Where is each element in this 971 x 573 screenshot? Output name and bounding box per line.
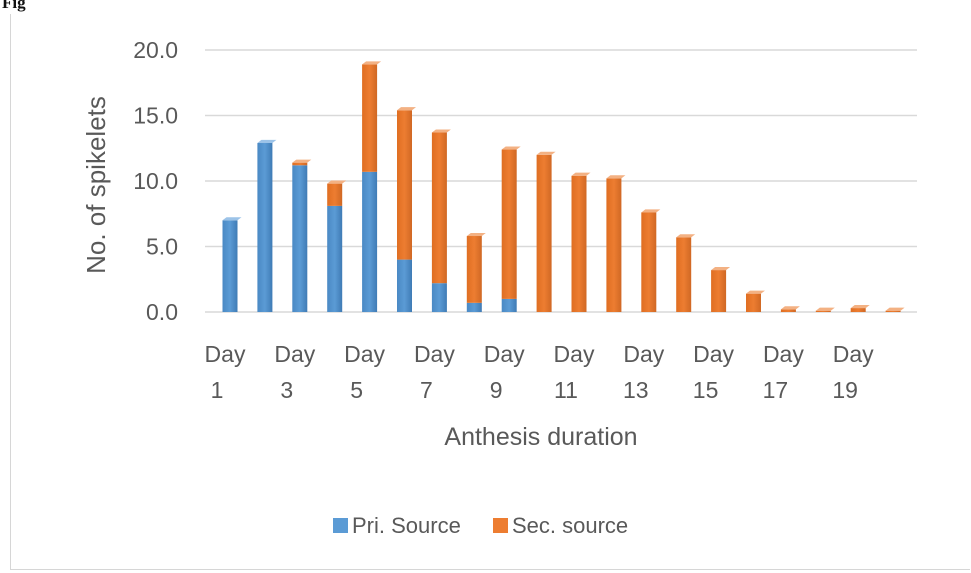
bar-segment-sec-source [466,236,482,303]
x-tick-label: Day [414,341,455,367]
bar-segment-pri-source [292,165,308,312]
legend-item-sec-source-label: Sec. source [512,513,628,538]
bar-segment-pri-source [257,143,273,312]
x-tick-label: Day [693,341,734,367]
bar-segment-sec-source [815,310,831,312]
bar-top [536,151,556,155]
x-tick-label: Day [344,341,385,367]
x-tick-label: 15 [693,377,719,403]
x-tick-label: 11 [554,377,578,403]
bar-top [746,290,765,294]
bar-top [885,307,905,311]
y-tick-label: 15.0 [133,103,178,129]
bar-segment-sec-source [501,149,517,299]
bar-segment-sec-source [676,237,692,312]
bar-segment-sec-source [885,310,901,312]
x-tick-label: Day [554,341,595,367]
bar-segment-pri-source [397,259,412,312]
bar-segment-sec-source [746,293,761,312]
bar-top [571,172,591,176]
legend-item-sec-source-swatch [493,518,508,533]
bar-segment-sec-source [362,64,378,172]
x-axis-ticks: Day 1 Day 3 Day 5 Day 7 Day 9 Day 11 Day 13 Day 15 Day 17… [205,341,875,403]
x-tick-label: 9 [490,377,503,403]
bar-segment-sec-source [850,308,866,312]
figure-caption-text: Fig [2,0,26,12]
bar-top [711,267,731,271]
x-tick-label: Day [205,341,246,367]
x-tick-label: Day [763,341,804,367]
x-tick-label: 19 [832,377,858,403]
x-tick-label: Day [274,341,315,367]
bar-top [466,232,486,237]
bar-segment-pri-source [362,171,378,312]
bar-segment-sec-source [606,178,622,312]
y-tick-label: 10.0 [133,168,178,194]
chart-frame [10,14,970,570]
x-tick-label: Day [623,341,664,367]
bar-segment-pri-source [466,302,482,312]
x-tick-label: 7 [420,377,433,403]
y-axis-label: No. of spikelets [81,96,111,274]
bar-segment-sec-source [641,212,657,312]
legend-item-pri-source-label: Pri. Source [352,513,461,538]
x-tick-label: Day [484,341,525,367]
bar-segment-sec-source [292,162,308,166]
x-tick-label: Day [833,341,874,367]
grid-lines [205,49,917,313]
bar-segment-pri-source [431,283,447,312]
bar-top [606,175,626,179]
bar-top [501,146,521,150]
bar-segment-sec-source [711,270,727,312]
bar-segment-sec-source [536,154,552,312]
bar-segment-pri-source [501,298,517,312]
bar-top [815,307,835,311]
y-axis-ticks: 0.0 5.0 10.0 15.0 20.0 [133,37,178,325]
bar-top [850,304,870,309]
bar-top [292,159,312,163]
x-axis-label: Anthesis duration [444,423,637,451]
x-tick-label: 5 [350,377,363,403]
bar-segment-sec-source [431,132,447,284]
y-tick-label: 20.0 [133,37,178,63]
legend-item-pri-source-swatch [333,518,348,533]
bar-segment-sec-source [780,309,796,312]
bar-top [257,139,277,144]
figure-caption: Fig [0,0,971,14]
bar-top [676,234,696,238]
bar-segment-sec-source [571,175,587,312]
bar-top [362,61,382,65]
x-tick-label: 13 [623,377,649,403]
x-tick-label: 17 [763,377,789,403]
x-tick-label: 3 [280,377,293,403]
y-tick-label: 0.0 [146,299,178,325]
bar-segment-sec-source [327,183,343,206]
legend: Pri. Source Sec. source [333,513,628,538]
bars [222,61,905,312]
bar-segment-sec-source [397,110,412,260]
bar-top [431,129,451,133]
bar-top [780,306,800,310]
bar-top [641,209,661,213]
y-tick-label: 5.0 [146,234,178,260]
x-tick-label: 1 [211,377,224,403]
bar-segment-pri-source [222,220,238,312]
bar-top [222,217,242,221]
bar-top [397,107,416,111]
bar-top [327,180,347,184]
bar-segment-pri-source [327,205,343,312]
